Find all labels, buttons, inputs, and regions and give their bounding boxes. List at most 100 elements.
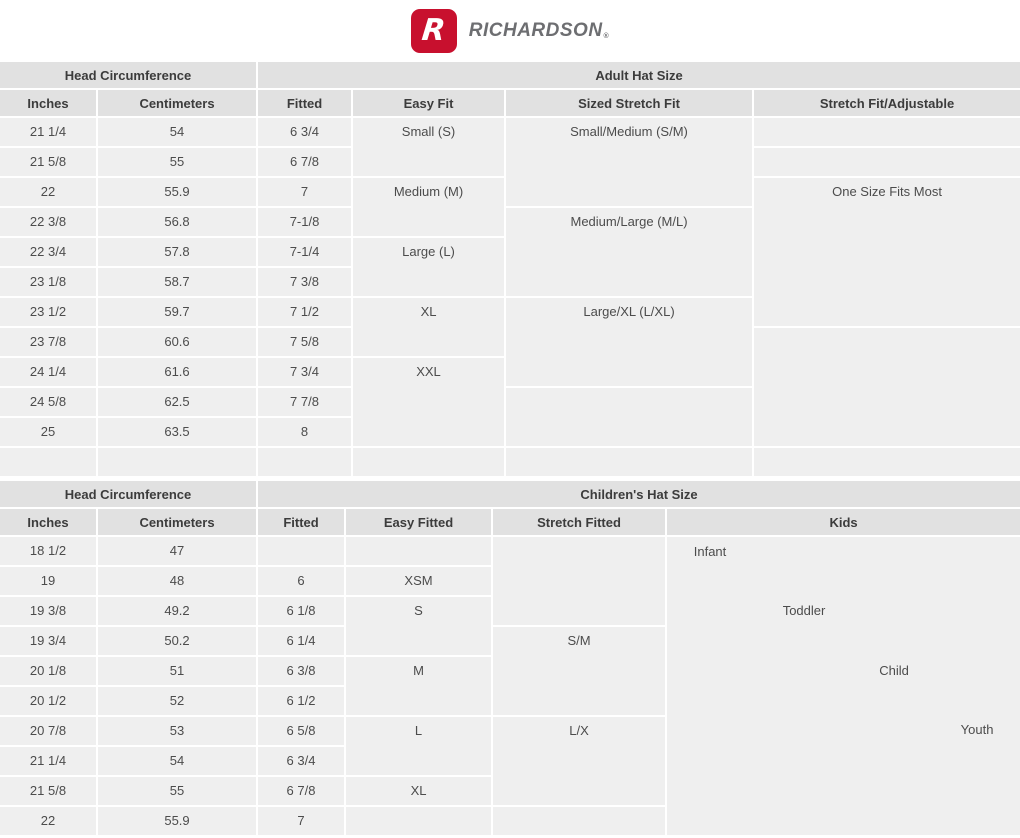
children-inches-cell: 19 [0,567,98,597]
adult-centimeters-cell: 55 [98,148,259,178]
adult-fitted-cell: 7 5/8 [258,328,354,358]
adult-fitted-cell: 6 7/8 [258,148,354,178]
children-col-header-easy-fitted: Easy Fitted [346,509,494,537]
children-fitted-cell: 6 [258,567,347,597]
children-inches-cell: 21 5/8 [0,777,98,807]
children-row: 18 1/2 47 Infant Toddler Child Youth [0,537,1020,837]
children-row: 20 7/8 53 6 5/8 L L/X [0,717,1020,807]
adult-easy-fit-cell: XL [353,298,507,358]
children-inches-cell: 20 7/8 [0,717,98,747]
adult-empty-cell [258,448,354,478]
adult-sized-stretch-cell: Small/Medium (S/M) [506,118,755,208]
adult-easy-fit-cell: Small (S) [353,118,507,178]
children-row: 22 55.9 7 [0,807,1020,837]
adult-centimeters-cell: 58.7 [98,268,259,298]
children-fitted-cell: 6 1/2 [258,687,347,717]
adult-row: 24 1/4 61.6 7 3/4 XXL [0,358,1020,448]
kids-staircase: Infant Toddler Child Youth [667,537,1020,835]
children-stretch-fitted-blank-cell [493,807,668,837]
kids-box-child: Child [856,657,933,744]
adult-easy-fit-cell: Large (L) [353,238,507,298]
kids-box-infant: Infant [667,538,754,626]
children-row: 19 3/4 50.2 6 1/4 S/M [0,627,1020,717]
adult-centimeters-cell: 59.7 [98,298,259,328]
adult-empty-cell [0,448,98,478]
children-fitted-cell: 7 [258,807,347,837]
logo-letter: R [420,13,448,48]
children-col-header-fitted: Fitted [258,509,347,537]
adult-row: 21 1/4 54 6 3/4 Small (S) Small/Medium (… [0,118,1020,208]
adult-col-header-centimeters: Centimeters [98,90,259,118]
children-kids-cell: Infant Toddler Child Youth [667,537,1020,837]
children-fitted-cell: 6 3/8 [258,657,347,687]
adult-inches-cell: 25 [0,418,98,448]
adult-inches-cell: 22 [0,178,98,208]
adult-fitted-cell: 8 [258,418,354,448]
kids-box-youth: Youth [934,716,1020,803]
children-fitted-cell: 6 1/8 [258,597,347,627]
children-row: 21 1/4 54 6 3/4 [0,747,1020,777]
children-inches-cell: 19 3/8 [0,597,98,627]
children-size-table: Head Circumference Children's Hat Size I… [0,481,1020,837]
adult-row: 21 5/8 55 6 7/8 [0,148,1020,178]
children-fitted-cell: 6 3/4 [258,747,347,777]
children-group-header-hat-size: Children's Hat Size [258,481,1020,509]
adult-row: 23 1/2 59.7 7 1/2 XL Large/XL (L/XL) [0,298,1020,388]
children-fitted-cell: 6 1/4 [258,627,347,657]
children-row: 19 48 6 XSM [0,567,1020,597]
richardson-logo-icon: R [410,9,457,53]
adult-inches-cell: 23 1/8 [0,268,98,298]
adult-inches-cell: 24 1/4 [0,358,98,388]
children-centimeters-cell: 48 [98,567,259,597]
kids-box-toddler: Toddler [754,597,855,685]
adult-inches-cell: 22 3/4 [0,238,98,268]
adult-row: 23 1/8 58.7 7 3/8 [0,268,1020,298]
adult-adjustable-cell [754,148,1020,178]
children-row: 20 1/8 51 6 3/8 M [0,657,1020,717]
adult-adjustable-cell: One Size Fits Most [754,178,1020,328]
adult-col-header-inches: Inches [0,90,98,118]
adult-centimeters-cell: 62.5 [98,388,259,418]
adult-fitted-cell: 7 [258,178,354,208]
adult-empty-cell [353,448,507,478]
adult-fitted-cell: 7-1/4 [258,238,354,268]
children-centimeters-cell: 49.2 [98,597,259,627]
adult-centimeters-cell: 55.9 [98,178,259,208]
children-centimeters-cell: 55 [98,777,259,807]
children-easy-fitted-cell: XSM [346,567,494,597]
children-col-header-centimeters: Centimeters [98,509,259,537]
adult-inches-cell: 23 7/8 [0,328,98,358]
adult-fitted-cell: 6 3/4 [258,118,354,148]
children-easy-fitted-cell: XL [346,777,494,807]
children-inches-cell: 18 1/2 [0,537,98,567]
adult-centimeters-cell: 56.8 [98,208,259,238]
adult-fitted-cell: 7 7/8 [258,388,354,418]
adult-easy-fit-cell: XXL [353,358,507,448]
children-centimeters-cell: 52 [98,687,259,717]
children-fitted-blank-cell [258,537,347,567]
children-centimeters-cell: 53 [98,717,259,747]
children-stretch-fitted-blank-cell [493,537,668,627]
adult-fitted-cell: 7 3/8 [258,268,354,298]
adult-group-header-head-circumference: Head Circumference [0,62,259,90]
adult-inches-cell: 24 5/8 [0,388,98,418]
children-col-header-inches: Inches [0,509,98,537]
adult-sized-stretch-cell [506,388,755,448]
children-fitted-cell: 6 7/8 [258,777,347,807]
adult-col-header-fitted: Fitted [258,90,354,118]
adult-centimeters-cell: 57.8 [98,238,259,268]
adult-col-header-stretch-fit-adjustable: Stretch Fit/Adjustable [754,90,1020,118]
adult-empty-cell [754,448,1020,478]
children-row: 19 3/8 49.2 6 1/8 S [0,597,1020,657]
children-stretch-fitted-cell: S/M [493,627,668,717]
adult-adjustable-cell [754,328,1020,448]
brand-header: R RICHARDSON ® [0,0,1020,62]
children-inches-cell: 19 3/4 [0,627,98,657]
children-stretch-fitted-cell: L/X [493,717,668,807]
adult-centimeters-cell: 61.6 [98,358,259,388]
children-easy-fitted-cell: M [346,657,494,717]
adult-inches-cell: 22 3/8 [0,208,98,238]
adult-centimeters-cell: 63.5 [98,418,259,448]
children-row: 21 5/8 55 6 7/8 XL [0,777,1020,807]
adult-sized-stretch-cell: Medium/Large (M/L) [506,208,755,298]
